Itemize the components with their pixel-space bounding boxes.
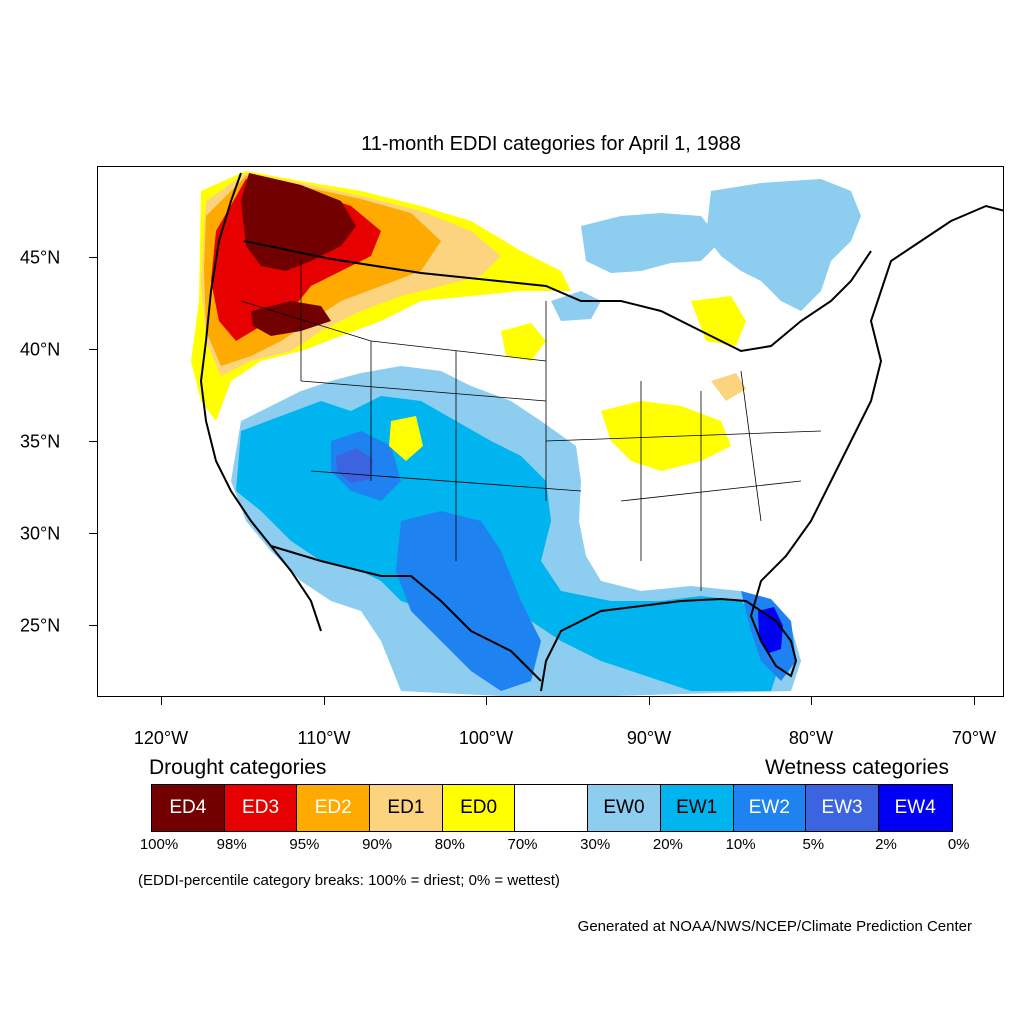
- lat-label: 30°N: [20, 523, 61, 544]
- percentile-break-label: 20%: [652, 836, 683, 853]
- border-mexico: [270, 545, 542, 682]
- legend-box-ew1: EW1: [660, 785, 734, 831]
- lon-label: 120°W: [133, 728, 189, 748]
- legend-box-ew2: EW2: [733, 785, 807, 831]
- legend-box-ed3: ED3: [224, 785, 298, 831]
- region-ed4-oregon: [251, 301, 331, 336]
- lon-tick: [486, 697, 488, 705]
- category-note: (EDDI-percentile category breaks: 100% =…: [138, 872, 560, 889]
- region-ew3-four-corners: [336, 448, 373, 483]
- lat-tick: [89, 441, 97, 443]
- lon-label: 80°W: [788, 728, 834, 748]
- region-ew0-northeast: [706, 179, 861, 311]
- lon-tick: [649, 697, 651, 705]
- lon-label: 100°W: [458, 728, 514, 748]
- legend-box-ed4: ED4: [152, 785, 225, 831]
- lat-tick: [89, 533, 97, 535]
- map-title: 11-month EDDI categories for April 1, 19…: [361, 133, 741, 155]
- region-ed0-dakota: [501, 323, 546, 361]
- legend-box-ed1: ED1: [370, 785, 443, 831]
- percentile-break-label: 10%: [725, 836, 756, 853]
- coastline-west: [199, 172, 322, 632]
- legend-box-ew0: EW0: [588, 785, 661, 831]
- percentile-break-label: 100%: [139, 836, 179, 853]
- lon-label: 110°W: [297, 728, 351, 748]
- percentile-break-label: 70%: [507, 836, 538, 853]
- percentile-break-label: 30%: [580, 836, 611, 853]
- wetness-regions: [231, 179, 861, 696]
- credit-line: Generated at NOAA/NWS/NCEP/Climate Predi…: [577, 918, 972, 935]
- lon-tick: [811, 697, 813, 705]
- drought-categories-heading: Drought categories: [149, 756, 327, 779]
- lon-tick: [161, 697, 163, 705]
- category-legend: ED4 ED3 ED2 ED1 ED0 EW0 EW1 EW2 EW3 EW4: [151, 784, 953, 832]
- percentile-break-label: 95%: [289, 836, 320, 853]
- drought-regions: [191, 171, 746, 471]
- legend-box-ew4: EW4: [878, 785, 952, 831]
- lat-tick: [89, 257, 97, 259]
- lat-label: 25°N: [20, 615, 61, 636]
- region-ed1-ohio: [711, 373, 746, 401]
- wetness-categories-heading: Wetness categories: [764, 756, 949, 779]
- lat-tick: [89, 625, 97, 627]
- region-ew0-great-lakes: [581, 213, 721, 273]
- region-ed0-colorado: [389, 416, 423, 461]
- region-ew4-florida: [758, 607, 783, 653]
- lat-label: 45°N: [20, 247, 61, 268]
- region-ew0-ohio: [551, 291, 601, 321]
- percentile-break-label: 90%: [362, 836, 393, 853]
- percentile-break-label: 2%: [875, 836, 897, 853]
- region-ed0-michigan: [691, 296, 746, 346]
- lat-label: 35°N: [20, 431, 61, 452]
- lon-tick: [974, 697, 976, 705]
- eddi-map: [97, 166, 1004, 697]
- region-ed0-midwest: [601, 401, 731, 471]
- boundaries: [199, 172, 1003, 692]
- legend-box-ed0: ED0: [442, 785, 516, 831]
- percentile-break-label: 80%: [434, 836, 465, 853]
- lat-label: 40°N: [20, 339, 61, 360]
- percentile-break-label: 98%: [216, 836, 247, 853]
- border-canada: [243, 240, 872, 353]
- region-ew2-texas: [396, 511, 541, 691]
- state-lines: [240, 261, 822, 591]
- percentile-break-label: 0%: [947, 836, 970, 853]
- lon-label: 70°W: [951, 728, 997, 748]
- legend-box-ed2: ED2: [297, 785, 371, 831]
- percentile-break-label: 5%: [802, 836, 825, 853]
- lon-tick: [324, 697, 326, 705]
- legend-box-normal: [515, 785, 589, 831]
- lon-label: 90°W: [626, 728, 672, 748]
- legend-box-ew3: EW3: [806, 785, 879, 831]
- coastline-gulf-east: [540, 204, 1003, 692]
- lat-tick: [89, 349, 97, 351]
